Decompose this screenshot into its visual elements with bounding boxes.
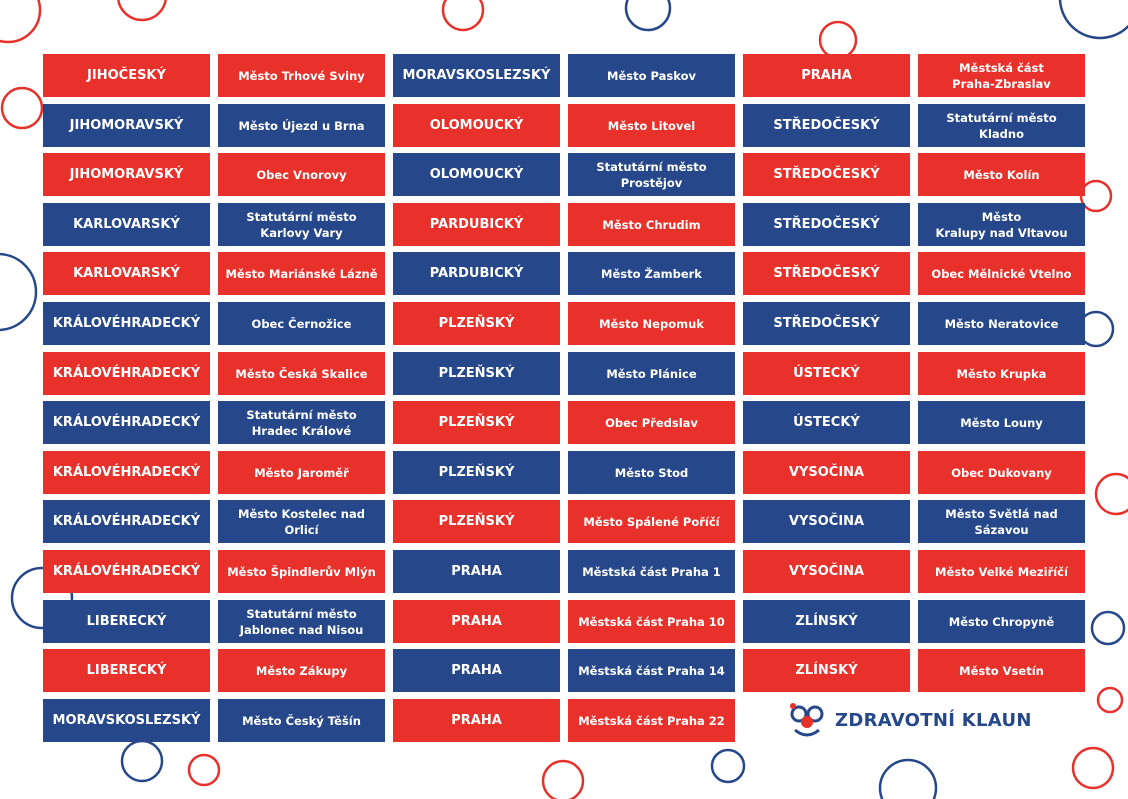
- region-label: PLZEŇSKÝ: [393, 451, 560, 494]
- region-label: LIBERECKÝ: [43, 600, 210, 643]
- town-label: Město Vsetín: [918, 649, 1085, 692]
- town-label: Město Chrudim: [568, 203, 735, 246]
- town-label: Město Paskov: [568, 54, 735, 97]
- town-label: Obec Předslav: [568, 401, 735, 444]
- region-label: PRAHA: [393, 600, 560, 643]
- town-label: Obec Mělnické Vtelno: [918, 252, 1085, 295]
- region-label: MORAVSKOSLEZSKÝ: [393, 54, 560, 97]
- town-label: Město Špindlerův Mlýn: [218, 550, 385, 593]
- region-label: PLZEŇSKÝ: [393, 500, 560, 543]
- region-label: STŘEDOČESKÝ: [743, 302, 910, 345]
- town-label: Město Kolín: [918, 153, 1085, 196]
- town-label: Městská část Praha 10: [568, 600, 735, 643]
- town-label: Město Světlá nad Sázavou: [918, 500, 1085, 543]
- town-label: Město Spálené Poříčí: [568, 500, 735, 543]
- town-label: Obec Černožice: [218, 302, 385, 345]
- town-label: Město Trhové Sviny: [218, 54, 385, 97]
- town-label: Město Velké Meziříčí: [918, 550, 1085, 593]
- town-label: Obec Dukovany: [918, 451, 1085, 494]
- region-label: JIHOMORAVSKÝ: [43, 153, 210, 196]
- zdravotni-klaun-logo: ZDRAVOTNÍ KLAUN: [785, 700, 1045, 740]
- region-label: PRAHA: [393, 649, 560, 692]
- region-label: PLZEŇSKÝ: [393, 401, 560, 444]
- town-label: Statutární město Hradec Králové: [218, 401, 385, 444]
- town-label: Město Zákupy: [218, 649, 385, 692]
- town-label: Statutární město Jablonec nad Nisou: [218, 600, 385, 643]
- region-label: ÚSTECKÝ: [743, 352, 910, 395]
- town-label: Město Mariánské Lázně: [218, 252, 385, 295]
- town-label: Město Žamberk: [568, 252, 735, 295]
- town-label: Město Český Těšín: [218, 699, 385, 742]
- region-label: ZLÍNSKÝ: [743, 649, 910, 692]
- town-label: Město Neratovice: [918, 302, 1085, 345]
- clown-icon: [790, 703, 824, 737]
- region-label: MORAVSKOSLEZSKÝ: [43, 699, 210, 742]
- region-label: VYSOČINA: [743, 500, 910, 543]
- region-label: VYSOČINA: [743, 451, 910, 494]
- region-label: KRÁLOVÉHRADECKÝ: [43, 401, 210, 444]
- region-label: ÚSTECKÝ: [743, 401, 910, 444]
- region-label: KARLOVARSKÝ: [43, 252, 210, 295]
- region-label: KRÁLOVÉHRADECKÝ: [43, 352, 210, 395]
- town-label: Město Nepomuk: [568, 302, 735, 345]
- town-label: Město Česká Skalice: [218, 352, 385, 395]
- region-label: JIHOČESKÝ: [43, 54, 210, 97]
- region-label: PLZEŇSKÝ: [393, 352, 560, 395]
- town-label: Město Kostelec nad Orlicí: [218, 500, 385, 543]
- region-label: PARDUBICKÝ: [393, 203, 560, 246]
- region-label: VYSOČINA: [743, 550, 910, 593]
- town-label: Město Litovel: [568, 104, 735, 147]
- town-label: Město Chropyně: [918, 600, 1085, 643]
- region-label: KRÁLOVÉHRADECKÝ: [43, 302, 210, 345]
- region-label: ZLÍNSKÝ: [743, 600, 910, 643]
- town-label: Město Plánice: [568, 352, 735, 395]
- town-label: Město Jaroměř: [218, 451, 385, 494]
- region-label: STŘEDOČESKÝ: [743, 252, 910, 295]
- town-label: Statutární město Kladno: [918, 104, 1085, 147]
- town-label: Obec Vnorovy: [218, 153, 385, 196]
- region-label: STŘEDOČESKÝ: [743, 203, 910, 246]
- region-label: OLOMOUCKÝ: [393, 104, 560, 147]
- town-label: Městská část Praha 14: [568, 649, 735, 692]
- region-label: KRÁLOVÉHRADECKÝ: [43, 500, 210, 543]
- region-label: PARDUBICKÝ: [393, 252, 560, 295]
- region-label: STŘEDOČESKÝ: [743, 104, 910, 147]
- town-label: Statutární město Karlovy Vary: [218, 203, 385, 246]
- region-label: PRAHA: [393, 550, 560, 593]
- region-label: PRAHA: [743, 54, 910, 97]
- region-label: OLOMOUCKÝ: [393, 153, 560, 196]
- logo-text: ZDRAVOTNÍ KLAUN: [835, 709, 1032, 731]
- region-label: LIBERECKÝ: [43, 649, 210, 692]
- town-label: Statutární město Prostějov: [568, 153, 735, 196]
- town-label: Město Stod: [568, 451, 735, 494]
- town-label: Městská část Praha 22: [568, 699, 735, 742]
- town-label: Městská část Praha-Zbraslav: [918, 54, 1085, 97]
- region-label: KARLOVARSKÝ: [43, 203, 210, 246]
- region-label: PLZEŇSKÝ: [393, 302, 560, 345]
- region-label: KRÁLOVÉHRADECKÝ: [43, 451, 210, 494]
- region-label: STŘEDOČESKÝ: [743, 153, 910, 196]
- town-label: Město Krupka: [918, 352, 1085, 395]
- town-label: Město Kralupy nad Vltavou: [918, 203, 1085, 246]
- town-label: Městská část Praha 1: [568, 550, 735, 593]
- region-label: PRAHA: [393, 699, 560, 742]
- region-label: KRÁLOVÉHRADECKÝ: [43, 550, 210, 593]
- region-label: JIHOMORAVSKÝ: [43, 104, 210, 147]
- town-label: Město Újezd u Brna: [218, 104, 385, 147]
- town-label: Město Louny: [918, 401, 1085, 444]
